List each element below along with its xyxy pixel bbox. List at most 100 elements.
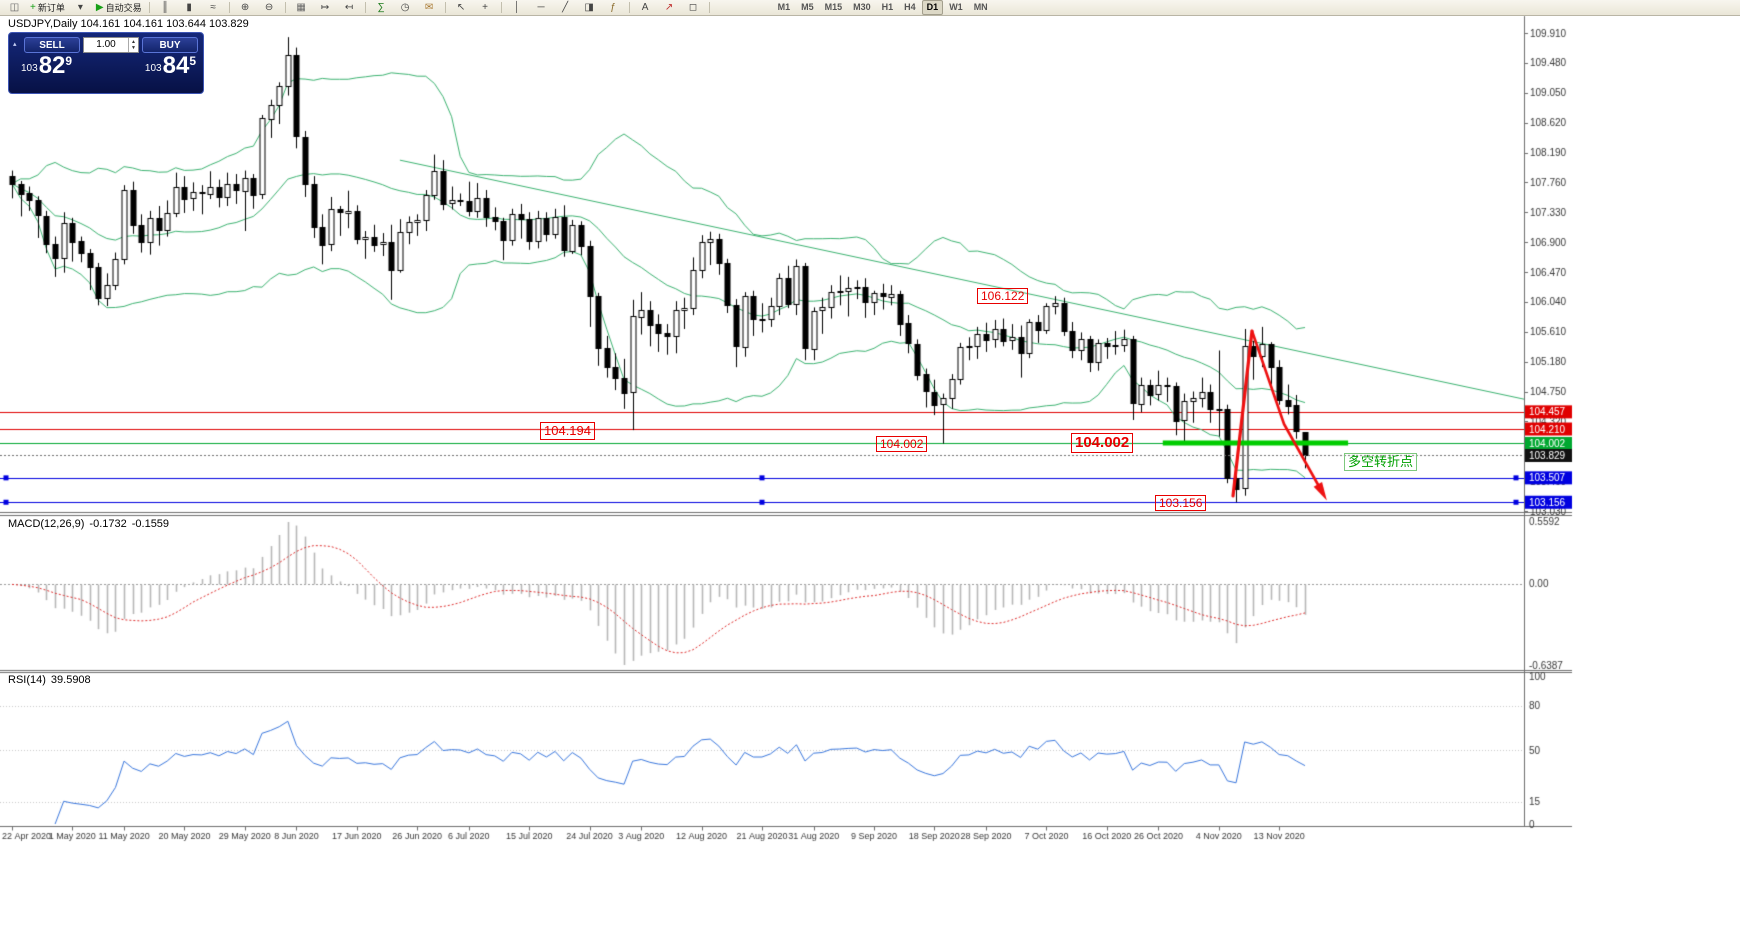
rsi-title: RSI(14) bbox=[8, 674, 46, 686]
toolbar-separator bbox=[148, 2, 150, 13]
ask-sup: 5 bbox=[189, 54, 196, 68]
one-click-trading-panel: ▴ SELL 1.00 ▲ ▼ BUY 103 82 9 103 84 5 bbox=[8, 32, 204, 94]
horizontal-line-icon: ─ bbox=[537, 1, 545, 13]
crosshair-icon[interactable]: + bbox=[474, 0, 497, 16]
macd-value-signal: -0.1559 bbox=[131, 518, 170, 530]
timeframe-m15[interactable]: M15 bbox=[824, 2, 843, 12]
toolbar-separator bbox=[284, 2, 286, 13]
autotrade-button-icon: ▶ bbox=[95, 1, 104, 13]
volume-value[interactable]: 1.00 bbox=[96, 39, 116, 50]
macd-value-main: -0.1732 bbox=[89, 518, 127, 530]
candlestick-chart-icon[interactable]: ▮ bbox=[178, 0, 201, 16]
timeframe-m5[interactable]: M5 bbox=[801, 2, 814, 12]
text-icon[interactable]: A bbox=[634, 0, 657, 16]
trendline-icon[interactable]: ╱ bbox=[554, 0, 577, 16]
horizontal-line-icon[interactable]: ─ bbox=[530, 0, 553, 16]
pivot-note[interactable]: 多空转折点 bbox=[1344, 453, 1418, 471]
periods-icon[interactable]: ◷ bbox=[394, 0, 417, 16]
trendline-icon: ╱ bbox=[562, 1, 569, 13]
periods-icon: ◷ bbox=[400, 1, 410, 13]
line-chart-icon[interactable]: ≈ bbox=[202, 0, 225, 16]
autotrade-button[interactable]: ▶ 自动交易 bbox=[93, 0, 145, 16]
bar-chart-icon[interactable]: ║ bbox=[154, 0, 177, 16]
bid-sup: 9 bbox=[65, 54, 73, 68]
toolbar-separator bbox=[444, 2, 446, 13]
new-order-button[interactable]: + 新订单 bbox=[27, 0, 68, 16]
timeframe-h4[interactable]: H4 bbox=[904, 2, 916, 12]
ask-price[interactable]: 103 84 5 bbox=[145, 54, 196, 78]
trade-panel-prices: 103 82 9 103 84 5 bbox=[13, 54, 198, 78]
timeframe-w1[interactable]: W1 bbox=[949, 2, 963, 12]
zoom-out-icon: ⊖ bbox=[264, 1, 274, 13]
shapes-icon: ◻ bbox=[688, 1, 698, 13]
new-order-dropdown-icon: ▾ bbox=[77, 1, 83, 13]
chart-shift-icon[interactable]: ↤ bbox=[338, 0, 361, 16]
channel-icon: ◨ bbox=[584, 1, 594, 13]
sell-button[interactable]: SELL bbox=[24, 37, 80, 53]
new-order-dropdown-icon[interactable]: ▾ bbox=[69, 0, 92, 16]
trade-panel-controls: ▴ SELL 1.00 ▲ ▼ BUY bbox=[13, 37, 198, 53]
timeframe-m1[interactable]: M1 bbox=[777, 2, 791, 12]
timeframe-m30[interactable]: M30 bbox=[853, 2, 871, 12]
line-chart-icon: ≈ bbox=[210, 1, 216, 13]
toolbar-separator bbox=[628, 2, 630, 13]
arrow-tool-icon[interactable]: ↗ bbox=[658, 0, 681, 16]
ask-big: 84 bbox=[162, 52, 190, 79]
arrow-tool-icon: ↗ bbox=[664, 1, 674, 13]
bid-price[interactable]: 103 82 9 bbox=[21, 54, 72, 78]
collapse-arrow-icon[interactable]: ▴ bbox=[13, 41, 17, 48]
toolbar-separator bbox=[228, 2, 230, 13]
timeframe-d1[interactable]: D1 bbox=[921, 0, 944, 15]
chart-shift-icon: ↤ bbox=[344, 1, 354, 13]
new-order-button-label: 新订单 bbox=[37, 3, 65, 13]
price-callout-104194[interactable]: 104.194 bbox=[540, 422, 595, 440]
timeframe-mn[interactable]: MN bbox=[973, 2, 988, 12]
zoom-out-icon[interactable]: ⊖ bbox=[258, 0, 281, 16]
price-callout-104002-main[interactable]: 104.002 bbox=[1071, 433, 1134, 453]
fibonacci-icon: ƒ bbox=[610, 1, 616, 13]
vertical-line-icon: │ bbox=[513, 1, 521, 13]
macd-indicator-label: MACD(12,26,9) -0.1732 -0.1559 bbox=[8, 518, 169, 530]
fibonacci-icon[interactable]: ƒ bbox=[602, 0, 625, 16]
zoom-in-icon[interactable]: ⊕ bbox=[234, 0, 257, 16]
chart-symbol-ohlc: USDJPY,Daily 104.161 104.161 103.644 103… bbox=[8, 18, 249, 30]
indicators-icon[interactable]: ∑ bbox=[370, 0, 393, 16]
shapes-icon[interactable]: ◻ bbox=[682, 0, 705, 16]
volume-stepper[interactable]: 1.00 ▲ ▼ bbox=[83, 37, 139, 53]
bid-big: 82 bbox=[38, 52, 66, 79]
volume-up-icon[interactable]: ▲ bbox=[131, 39, 136, 45]
auto-scroll-icon: ↦ bbox=[320, 1, 330, 13]
price-callout-104002-left[interactable]: 104.002 bbox=[876, 436, 928, 453]
volume-spin: ▲ ▼ bbox=[128, 38, 138, 52]
buy-button[interactable]: BUY bbox=[142, 37, 198, 53]
autotrade-button-label: 自动交易 bbox=[105, 3, 142, 13]
bar-chart-icon: ║ bbox=[161, 1, 169, 13]
bid-prefix: 103 bbox=[21, 63, 38, 74]
zoom-in-icon: ⊕ bbox=[240, 1, 250, 13]
channel-icon[interactable]: ◨ bbox=[578, 0, 601, 16]
vertical-line-icon[interactable]: │ bbox=[506, 0, 529, 16]
rsi-indicator-label: RSI(14) 39.5908 bbox=[8, 674, 91, 686]
candlestick-chart-icon: ▮ bbox=[186, 1, 192, 13]
tile-windows-icon: ▦ bbox=[296, 1, 306, 13]
toolbar: ◫ + 新订单 ▾ ▶ 自动交易 ║ ▮ ≈ ⊕ ⊖ ▦ ↦ ↤ ∑ ◷ ✉ ↖ + │ ─ ╱ ◨ ƒ A ↗ ◻ M1 M5 M15 M… bbox=[0, 0, 1740, 16]
price-callout-106122[interactable]: 106.122 bbox=[977, 288, 1029, 305]
price-callout-103156[interactable]: 103.156 bbox=[1155, 495, 1207, 512]
auto-scroll-icon[interactable]: ↦ bbox=[314, 0, 337, 16]
toolbar-separator bbox=[364, 2, 366, 13]
crosshair-icon: + bbox=[482, 1, 488, 13]
templates-icon[interactable]: ✉ bbox=[418, 0, 441, 16]
volume-down-icon[interactable]: ▼ bbox=[131, 45, 136, 51]
timeframe-h1[interactable]: H1 bbox=[881, 2, 894, 12]
tile-windows-icon[interactable]: ▦ bbox=[290, 0, 313, 16]
macd-title: MACD(12,26,9) bbox=[8, 518, 85, 530]
rsi-value: 39.5908 bbox=[50, 674, 91, 686]
new-chart-icon[interactable]: ◫ bbox=[3, 0, 26, 16]
toolbar-separator bbox=[500, 2, 502, 13]
cursor-icon[interactable]: ↖ bbox=[450, 0, 473, 16]
text-icon: A bbox=[641, 1, 649, 13]
new-order-button-icon: + bbox=[30, 1, 36, 13]
indicators-icon: ∑ bbox=[377, 1, 385, 13]
